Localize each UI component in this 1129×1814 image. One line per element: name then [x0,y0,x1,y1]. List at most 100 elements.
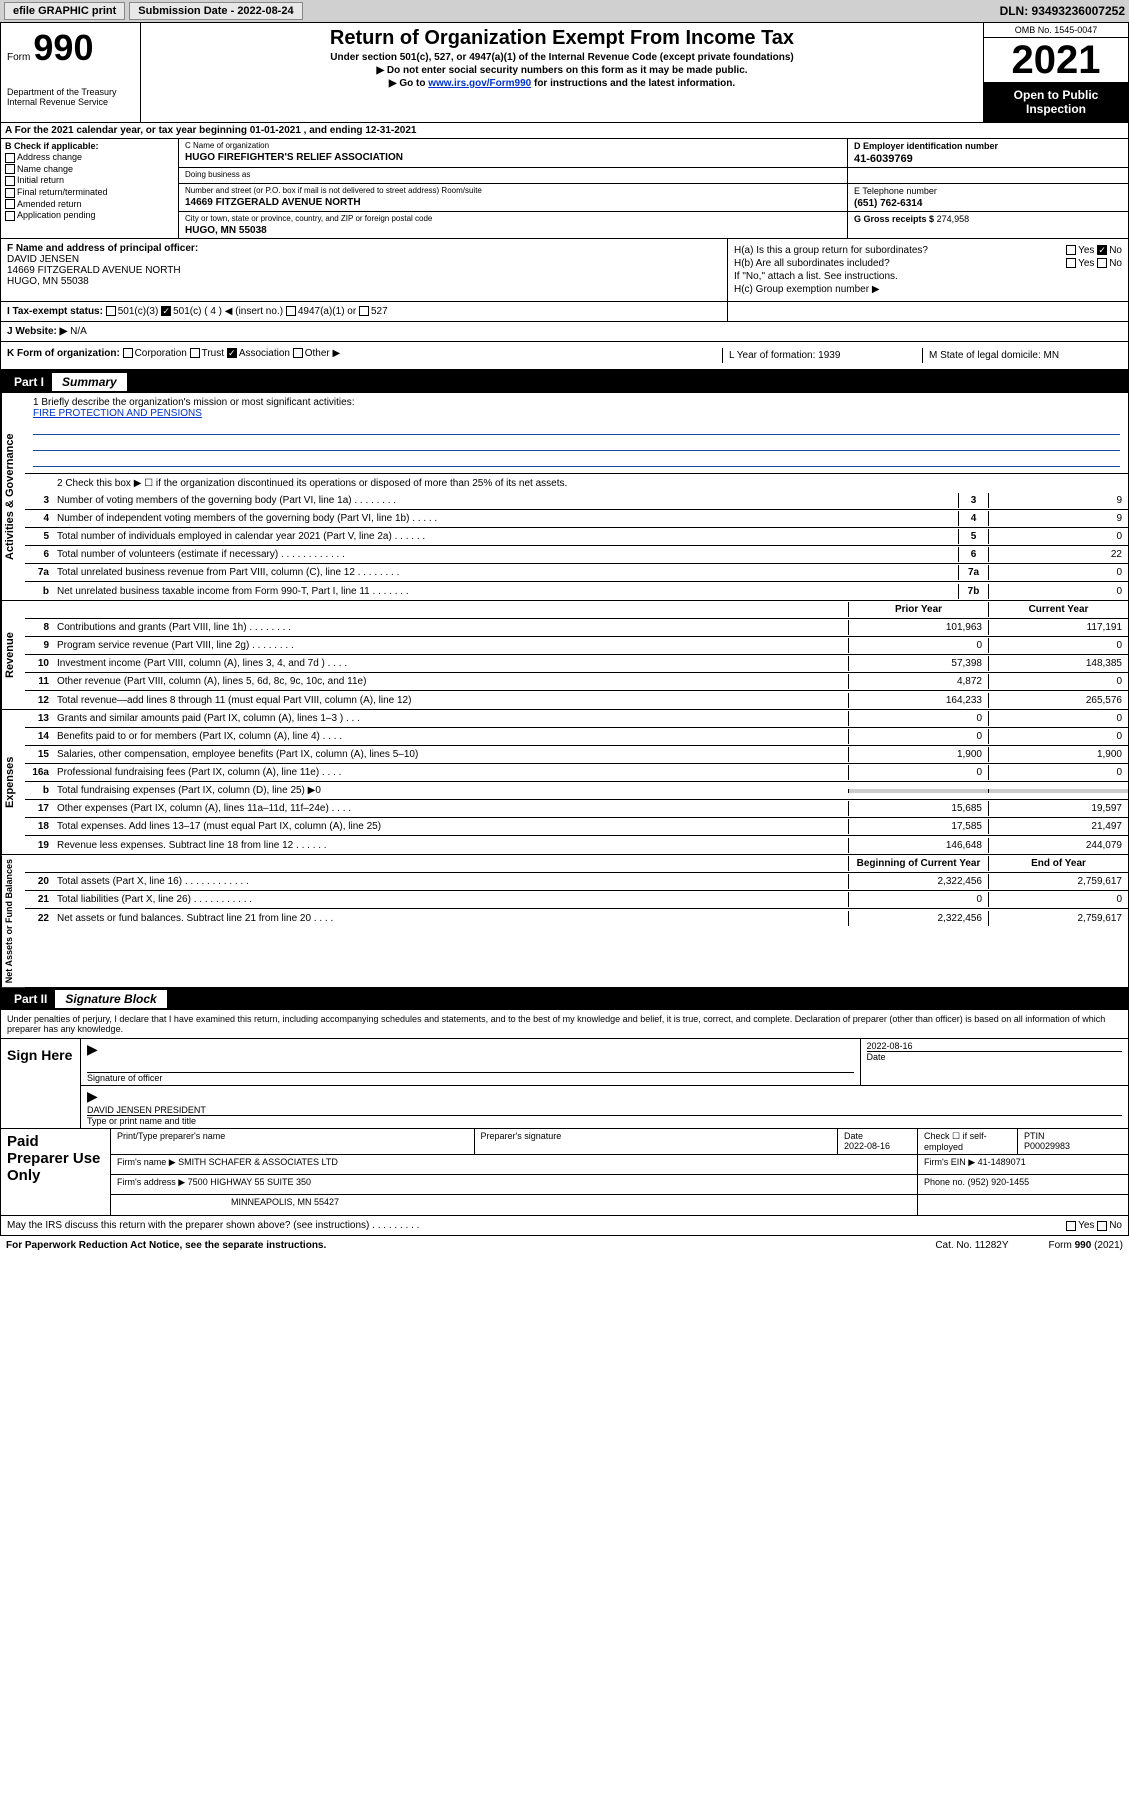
firm-addr-label: Firm's address ▶ [117,1177,185,1187]
chk-final-return[interactable]: Final return/terminated [5,187,174,198]
officer-name: DAVID JENSEN [7,254,721,265]
officer-name-label: Type or print name and title [87,1115,1122,1126]
hdr-current-year: Current Year [988,602,1128,617]
sig-of-officer-label: Signature of officer [87,1072,854,1083]
footer-form: Form 990 (2021) [1049,1240,1123,1251]
py-14: 0 [848,729,988,744]
val-5: 0 [988,529,1128,544]
chk-initial-return[interactable]: Initial return [5,175,174,186]
line-18: Total expenses. Add lines 13–17 (must eq… [53,819,848,834]
part-2-header: Part II Signature Block [0,988,1129,1010]
firm-addr2: MINNEAPOLIS, MN 55427 [111,1195,918,1215]
py-13: 0 [848,711,988,726]
py-16b [848,789,988,793]
city-label: City or town, state or province, country… [185,214,841,223]
discuss-row: May the IRS discuss this return with the… [0,1216,1129,1236]
chk-amended-return[interactable]: Amended return [5,199,174,210]
hdr-begin-year: Beginning of Current Year [848,856,988,871]
firm-addr: 7500 HIGHWAY 55 SUITE 350 [188,1177,311,1187]
top-toolbar: efile GRAPHIC print Submission Date - 20… [0,0,1129,22]
h-b: H(b) Are all subordinates included? Yes … [734,258,1122,269]
chk-address-change[interactable]: Address change [5,152,174,163]
street-value: 14669 FITZGERALD AVENUE NORTH [185,197,841,208]
h-a: H(a) Is this a group return for subordin… [734,245,1122,256]
org-name-label: C Name of organization [185,141,841,150]
officer-printed-name: DAVID JENSEN PRESIDENT [87,1105,1122,1115]
sign-here-label: Sign Here [1,1039,81,1128]
line-3: Number of voting members of the governin… [53,493,958,508]
cy-20: 2,759,617 [988,874,1128,889]
form-subtitle-3: ▶ Go to www.irs.gov/Form990 for instruct… [149,78,975,89]
open-to-public-badge: Open to Public Inspection [984,82,1128,122]
efile-print-button[interactable]: efile GRAPHIC print [4,2,125,20]
phone-label: E Telephone number [854,186,1122,196]
h-b-note: If "No," attach a list. See instructions… [734,271,1122,282]
py-17: 15,685 [848,801,988,816]
val-3: 9 [988,493,1128,508]
prep-selfemp: Check ☐ if self-employed [918,1129,1018,1154]
gross-receipts: G Gross receipts $ 274,958 [854,214,1122,224]
officer-label: F Name and address of principal officer: [7,243,721,254]
line-21: Total liabilities (Part X, line 26) . . … [53,892,848,907]
vlabel-governance: Activities & Governance [1,393,25,600]
cy-10: 148,385 [988,656,1128,671]
val-7a: 0 [988,565,1128,580]
cy-14: 0 [988,729,1128,744]
ein-value: 41-6039769 [854,153,1122,165]
chk-application-pending[interactable]: Application pending [5,210,174,221]
prep-date-hdr: Date2022-08-16 [838,1129,918,1154]
cy-16a: 0 [988,765,1128,780]
cy-21: 0 [988,892,1128,907]
h-c: H(c) Group exemption number ▶ [734,284,1122,295]
dln-label: DLN: 93493236007252 [1000,4,1125,18]
val-4: 9 [988,511,1128,526]
vlabel-revenue: Revenue [1,601,25,709]
irs-link[interactable]: www.irs.gov/Form990 [428,78,531,89]
firm-ein-label: Firm's EIN ▶ [924,1157,975,1167]
line-20: Total assets (Part X, line 16) . . . . .… [53,874,848,889]
cy-18: 21,497 [988,819,1128,834]
hdr-end-year: End of Year [988,856,1128,871]
cy-12: 265,576 [988,693,1128,708]
department-label: Department of the Treasury Internal Reve… [7,87,134,107]
website-line: J Website: ▶ N/A [1,322,1128,342]
footer-pra: For Paperwork Reduction Act Notice, see … [6,1240,326,1251]
line-2: 2 Check this box ▶ ☐ if the organization… [53,476,1128,491]
sig-date: 2022-08-16 [867,1041,1123,1051]
ein-label: D Employer identification number [854,141,1122,151]
py-9: 0 [848,638,988,653]
py-22: 2,322,456 [848,911,988,926]
firm-name: SMITH SCHAFER & ASSOCIATES LTD [178,1157,338,1167]
city-value: HUGO, MN 55038 [185,225,841,236]
cy-22: 2,759,617 [988,911,1128,926]
submission-date-button[interactable]: Submission Date - 2022-08-24 [129,2,302,20]
firm-name-label: Firm's name ▶ [117,1157,176,1167]
hdr-prior-year: Prior Year [848,602,988,617]
line-7b: Net unrelated business taxable income fr… [53,584,958,599]
cy-8: 117,191 [988,620,1128,635]
chk-name-change[interactable]: Name change [5,164,174,175]
form-subtitle-1: Under section 501(c), 527, or 4947(a)(1)… [149,52,975,63]
street-label: Number and street (or P.O. box if mail i… [185,186,841,195]
form-word: Form [7,52,30,63]
tax-year: 2021 [984,38,1128,82]
tax-exempt-status: I Tax-exempt status: 501(c)(3) 501(c) ( … [1,302,728,321]
line-19: Revenue less expenses. Subtract line 18 … [53,838,848,853]
vlabel-netassets: Net Assets or Fund Balances [1,855,25,987]
form-title: Return of Organization Exempt From Incom… [149,27,975,50]
col-b-check-applicable: B Check if applicable: Address change Na… [1,139,179,238]
line-16b: Total fundraising expenses (Part IX, col… [53,783,848,798]
line-11: Other revenue (Part VIII, column (A), li… [53,674,848,689]
row-a-tax-year: A For the 2021 calendar year, or tax yea… [1,123,1128,139]
line-16a: Professional fundraising fees (Part IX, … [53,765,848,780]
line-14: Benefits paid to or for members (Part IX… [53,729,848,744]
cy-11: 0 [988,674,1128,689]
cy-9: 0 [988,638,1128,653]
website-row [728,302,1128,321]
mission-text[interactable]: FIRE PROTECTION AND PENSIONS [33,408,1120,419]
year-formation: L Year of formation: 1939 [722,348,922,363]
line-8: Contributions and grants (Part VIII, lin… [53,620,848,635]
firm-phone-label: Phone no. [924,1177,965,1187]
py-8: 101,963 [848,620,988,635]
col-b-label: B Check if applicable: [5,141,174,151]
